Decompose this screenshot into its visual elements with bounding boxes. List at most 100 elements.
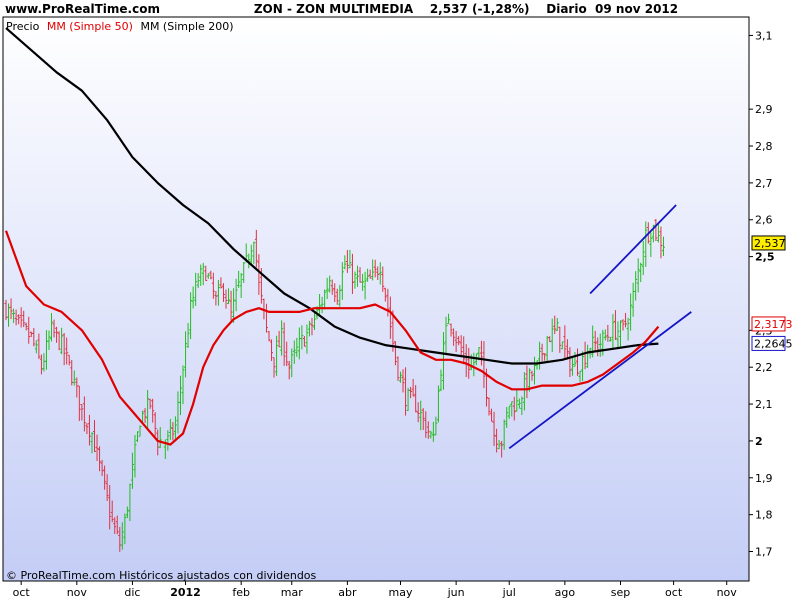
price-bar <box>593 330 597 352</box>
price-bar <box>272 357 276 378</box>
price-bar <box>474 353 478 366</box>
y-tick-label: 2,9 <box>755 103 773 116</box>
price-bar <box>517 398 521 409</box>
price-bar <box>338 284 342 307</box>
price-bar <box>449 323 453 337</box>
price-bar <box>229 290 233 321</box>
price-bar <box>108 484 112 530</box>
y-tick-label: 2,5 <box>755 251 775 264</box>
price-bar <box>32 327 36 347</box>
price-bar <box>280 320 284 356</box>
price-bar <box>626 317 630 341</box>
price-bar <box>416 402 420 423</box>
price-bar <box>113 517 117 534</box>
x-tick-label: jun <box>447 586 465 599</box>
price-bar <box>219 277 223 289</box>
price-bar <box>550 318 554 353</box>
trendline <box>589 204 677 295</box>
price-bar <box>409 386 413 399</box>
price-bar <box>151 398 155 423</box>
price-bar <box>447 313 451 325</box>
price-bar <box>270 339 274 361</box>
x-tick-label: oct <box>13 586 31 599</box>
price-bar <box>515 388 519 412</box>
price-bar <box>204 265 208 282</box>
price-bar <box>135 431 139 443</box>
price-bar <box>560 341 564 350</box>
price-bar <box>454 330 458 353</box>
y-tick-label: 2,8 <box>755 140 773 153</box>
price-bar <box>345 250 349 273</box>
legend-price: Precio <box>6 20 40 33</box>
price-bar <box>267 330 271 342</box>
ma200-badge: 2,2645 <box>751 335 793 351</box>
legend-ma200: MM (Simple 200) <box>140 20 233 33</box>
price-bar <box>128 483 132 522</box>
price-bar <box>565 339 569 360</box>
price-bar <box>17 314 21 325</box>
site-url[interactable]: www.ProRealTime.com <box>5 2 160 16</box>
price-bar <box>234 278 238 312</box>
price-bar <box>93 419 97 452</box>
price-bar <box>62 333 66 366</box>
price-bar <box>173 416 177 440</box>
price-bar <box>100 459 104 476</box>
price-bar <box>249 244 253 265</box>
price-bar <box>411 378 415 397</box>
y-tick-label: 1,7 <box>755 546 773 559</box>
price-bar <box>50 313 54 342</box>
price-bar <box>436 385 440 423</box>
ma200-line <box>5 27 659 365</box>
trendlines <box>508 204 692 450</box>
price-bar <box>72 370 76 386</box>
moving-averages <box>4 27 660 446</box>
price-bar <box>196 273 200 289</box>
price-bar <box>300 325 304 350</box>
price-bar <box>578 370 582 383</box>
price-bar <box>543 353 547 361</box>
footer-note: © ProRealTime.com Históricos ajustados c… <box>6 569 317 582</box>
price-bars <box>4 219 665 552</box>
price-bar <box>227 288 231 305</box>
price-bar <box>563 325 567 360</box>
price-bar <box>254 229 258 268</box>
x-tick-label: jul <box>502 586 516 599</box>
price-bar <box>22 310 26 328</box>
price-bar <box>462 336 466 365</box>
price-bar <box>133 434 137 478</box>
price-bar <box>120 522 124 550</box>
price-bar <box>606 324 610 342</box>
price-bar <box>330 279 334 295</box>
price-bar <box>378 262 382 285</box>
price-bar <box>363 271 367 300</box>
price-bar <box>178 375 182 416</box>
price-bar <box>37 333 41 359</box>
price-bar <box>9 298 13 320</box>
price-bar <box>366 268 370 282</box>
svg-text:2,537: 2,537 <box>754 237 786 250</box>
price-bar <box>55 326 59 343</box>
price-bar <box>522 372 526 411</box>
price-bar <box>348 249 352 269</box>
price-bar <box>310 317 314 336</box>
price-bar <box>401 369 405 393</box>
price-bar <box>333 283 337 302</box>
price-bar <box>629 293 633 331</box>
price-bar <box>209 270 213 280</box>
price-bar <box>125 506 129 518</box>
price-bar <box>649 232 653 257</box>
price-bar <box>548 336 552 343</box>
price-bar <box>158 427 162 449</box>
price-bar <box>320 296 324 314</box>
x-tick-label: ago <box>555 586 576 599</box>
price-bar <box>103 465 107 490</box>
price-bar <box>621 319 625 331</box>
price-bar <box>361 273 365 291</box>
price-bar <box>512 396 516 421</box>
price-bar <box>553 315 557 335</box>
price-bar <box>130 452 134 489</box>
price-bar <box>500 440 504 458</box>
price-bar <box>57 331 61 351</box>
legend-ma50: MM (Simple 50) <box>47 20 133 33</box>
price-bar <box>343 255 347 270</box>
